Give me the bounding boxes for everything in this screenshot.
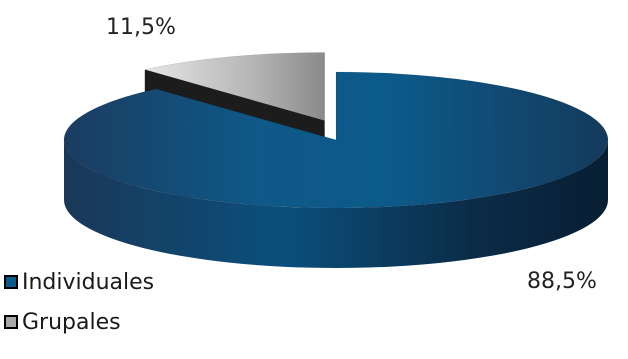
- legend-swatch-individuales: [4, 275, 18, 289]
- pie-slice-top-individuales: [63, 71, 609, 209]
- pie-slice-top-grupales: [144, 52, 325, 121]
- slice-value-label-grupales: 11,5%: [106, 15, 176, 40]
- legend-item-individuales: Individuales: [4, 262, 304, 302]
- legend-swatch-grupales: [4, 315, 18, 329]
- legend-label-grupales: Grupales: [22, 309, 121, 335]
- legend: Individuales Grupales: [4, 262, 304, 342]
- pie-slice-side-individuales: [64, 140, 608, 268]
- slice-value-label-individuales: 88,5%: [527, 269, 597, 294]
- legend-label-individuales: Individuales: [22, 269, 155, 295]
- pie-slice-individuales: [63, 71, 609, 268]
- legend-item-grupales: Grupales: [4, 302, 304, 342]
